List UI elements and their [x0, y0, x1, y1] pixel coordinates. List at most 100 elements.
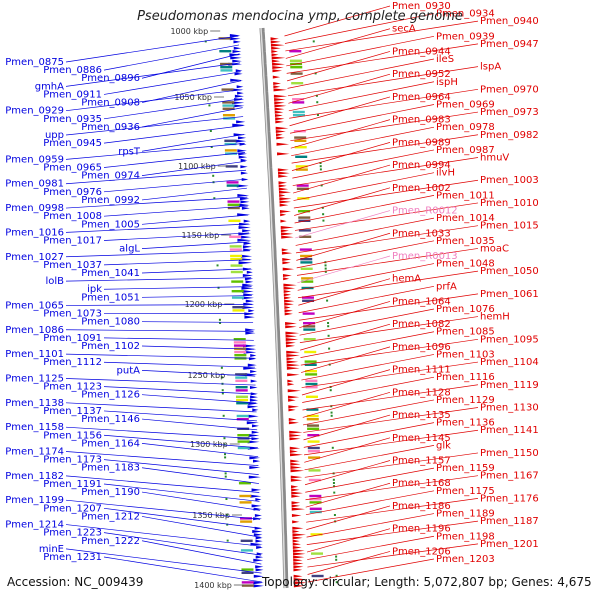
- right-gene-label[interactable]: hemH: [480, 312, 510, 323]
- left-gene-label[interactable]: putA: [117, 365, 141, 376]
- right-gene-label[interactable]: Pmen_1095: [480, 334, 539, 345]
- right-gene-label[interactable]: Pmen_1033: [392, 228, 451, 239]
- right-gene-label[interactable]: Pmen_1003: [480, 175, 539, 186]
- right-gene-label[interactable]: Pmen_1176: [480, 493, 539, 504]
- left-gene-label[interactable]: Pmen_1125: [5, 373, 64, 384]
- left-gene-label[interactable]: Pmen_1212: [81, 511, 140, 522]
- left-gene-label[interactable]: Pmen_1005: [81, 219, 140, 230]
- left-gene-label[interactable]: rpsT: [118, 146, 141, 157]
- right-gene-label[interactable]: Pmen_0947: [480, 39, 539, 50]
- right-gene-label[interactable]: Pmen_1187: [480, 516, 539, 527]
- right-gene-label[interactable]: Pmen_1111: [392, 365, 451, 376]
- left-gene-label[interactable]: Pmen_1183: [81, 463, 140, 474]
- right-gene-label[interactable]: hemA: [392, 274, 421, 285]
- left-gene-label[interactable]: Pmen_1138: [5, 398, 64, 409]
- left-gene-label[interactable]: Pmen_0981: [5, 179, 64, 190]
- left-gene-label[interactable]: Pmen_0929: [5, 106, 64, 117]
- left-gene-label[interactable]: Pmen_1101: [5, 349, 64, 360]
- right-gene-label[interactable]: Pmen_1096: [392, 342, 451, 353]
- right-gene-label[interactable]: Pmen_1002: [392, 183, 451, 194]
- right-gene-label[interactable]: Pmen_1203: [436, 554, 495, 565]
- left-gene-label[interactable]: Pmen_0974: [81, 171, 140, 182]
- left-gene-label[interactable]: Pmen_1146: [81, 414, 140, 425]
- left-gene-label[interactable]: Pmen_1041: [81, 268, 140, 279]
- right-gene-label[interactable]: Pmen_0940: [480, 16, 539, 27]
- right-gene-label[interactable]: ileS: [436, 54, 454, 65]
- right-gene-label[interactable]: Pmen_0969: [436, 99, 495, 110]
- right-gene-label[interactable]: Pmen_1189: [436, 509, 495, 520]
- left-gene-label[interactable]: Pmen_0911: [43, 89, 102, 100]
- left-gene-label[interactable]: Pmen_0875: [5, 57, 64, 68]
- right-gene-label[interactable]: Pmen_1128: [392, 387, 451, 398]
- right-gene-label[interactable]: Pmen_0944: [392, 46, 451, 57]
- left-gene-label[interactable]: Pmen_1017: [43, 236, 102, 247]
- right-gene-label[interactable]: Pmen_1159: [436, 463, 495, 474]
- left-gene-label[interactable]: Pmen_1027: [5, 252, 64, 263]
- right-gene-label[interactable]: Pmen_0970: [480, 84, 539, 95]
- right-gene-label[interactable]: Pmen_0964: [392, 92, 451, 103]
- right-gene-label[interactable]: Pmen_R0013: [392, 251, 458, 262]
- left-gene-label[interactable]: Pmen_1102: [81, 341, 140, 352]
- right-gene-label[interactable]: Pmen_1064: [392, 296, 451, 307]
- right-gene-label[interactable]: Pmen_0983: [392, 115, 451, 126]
- left-gene-label[interactable]: Pmen_0945: [43, 138, 102, 149]
- right-gene-label[interactable]: Pmen_1011: [436, 190, 495, 201]
- left-gene-label[interactable]: Pmen_1223: [43, 528, 102, 539]
- right-gene-label[interactable]: Pmen_1085: [436, 327, 495, 338]
- left-gene-label[interactable]: Pmen_0998: [5, 203, 64, 214]
- left-gene-label[interactable]: Pmen_1191: [43, 479, 102, 490]
- left-gene-label[interactable]: Pmen_1214: [5, 520, 64, 531]
- left-gene-label[interactable]: Pmen_0886: [43, 65, 102, 76]
- right-gene-label[interactable]: Pmen_0982: [480, 130, 539, 141]
- left-gene-label[interactable]: gmhA: [35, 81, 64, 92]
- right-gene-label[interactable]: secA: [392, 24, 416, 35]
- right-gene-label[interactable]: Pmen_1135: [392, 410, 451, 421]
- right-gene-label[interactable]: Pmen_0994: [392, 160, 451, 171]
- left-gene-label[interactable]: upp: [45, 130, 64, 141]
- right-gene-label[interactable]: Pmen_1157: [392, 456, 451, 467]
- right-gene-label[interactable]: ilvH: [436, 168, 455, 179]
- right-gene-label[interactable]: ispH: [436, 77, 458, 88]
- left-gene-label[interactable]: Pmen_0935: [43, 114, 102, 125]
- left-gene-label[interactable]: Pmen_1182: [5, 471, 64, 482]
- left-gene-label[interactable]: Pmen_1037: [43, 260, 102, 271]
- left-gene-label[interactable]: Pmen_0936: [81, 122, 140, 133]
- left-gene-label[interactable]: ipk: [87, 284, 102, 295]
- right-gene-label[interactable]: Pmen_1167: [480, 471, 539, 482]
- left-gene-label[interactable]: Pmen_1073: [43, 309, 102, 320]
- left-gene-label[interactable]: Pmen_1051: [81, 292, 140, 303]
- right-gene-label[interactable]: Pmen_1010: [480, 198, 539, 209]
- left-gene-label[interactable]: minE: [39, 544, 64, 555]
- right-gene-label[interactable]: Pmen_0939: [436, 31, 495, 42]
- left-gene-label[interactable]: Pmen_1222: [81, 536, 140, 547]
- left-gene-label[interactable]: Pmen_1158: [5, 422, 64, 433]
- right-gene-label[interactable]: Pmen_1168: [392, 478, 451, 489]
- left-gene-label[interactable]: Pmen_1164: [81, 438, 140, 449]
- left-gene-label[interactable]: algL: [119, 244, 140, 255]
- right-gene-label[interactable]: Pmen_1014: [436, 213, 495, 224]
- left-gene-label[interactable]: Pmen_1174: [5, 447, 64, 458]
- left-gene-label[interactable]: Pmen_0908: [81, 98, 140, 109]
- right-gene-label[interactable]: Pmen_1196: [392, 524, 451, 535]
- left-gene-label[interactable]: Pmen_1173: [43, 455, 102, 466]
- right-gene-label[interactable]: Pmen_1150: [480, 448, 539, 459]
- right-gene-label[interactable]: Pmen_1116: [436, 372, 495, 383]
- left-gene-label[interactable]: Pmen_1065: [5, 300, 64, 311]
- right-gene-label[interactable]: Pmen_0973: [480, 107, 539, 118]
- right-gene-label[interactable]: Pmen_1061: [480, 289, 539, 300]
- right-gene-label[interactable]: Pmen_1206: [392, 546, 451, 557]
- left-gene-label[interactable]: Pmen_1231: [43, 552, 102, 563]
- right-gene-label[interactable]: Pmen_1119: [480, 380, 539, 391]
- right-gene-label[interactable]: Pmen_1035: [436, 236, 495, 247]
- right-gene-label[interactable]: lspA: [480, 62, 501, 73]
- left-gene-label[interactable]: Pmen_1080: [81, 317, 140, 328]
- left-gene-label[interactable]: lolB: [45, 276, 64, 287]
- right-gene-label[interactable]: Pmen_1201: [480, 539, 539, 550]
- right-gene-label[interactable]: hmuV: [480, 153, 509, 164]
- right-gene-label[interactable]: Pmen_R0012: [392, 206, 458, 217]
- left-gene-label[interactable]: Pmen_1137: [43, 406, 102, 417]
- left-gene-label[interactable]: Pmen_1199: [5, 495, 64, 506]
- right-gene-label[interactable]: Pmen_1050: [480, 266, 539, 277]
- right-gene-label[interactable]: Pmen_1103: [436, 349, 495, 360]
- left-gene-label[interactable]: Pmen_1008: [43, 211, 102, 222]
